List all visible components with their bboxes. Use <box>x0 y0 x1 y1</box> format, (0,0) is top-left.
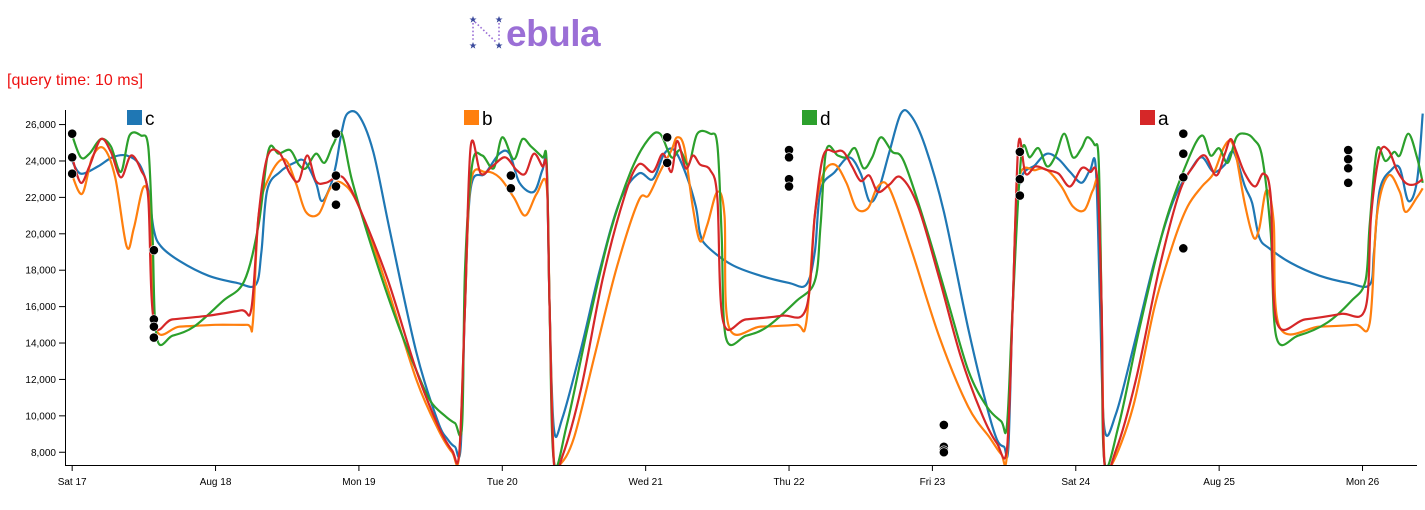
data-marker-25 <box>1014 190 1025 201</box>
query-time-label: [query time: 10 ms] <box>7 72 144 89</box>
x-tick-label-8: Aug 25 <box>1203 477 1235 488</box>
legend-label-a: a <box>1158 109 1169 130</box>
x-tick-label-9: Mon 26 <box>1346 477 1380 488</box>
series-line-b <box>71 136 1424 465</box>
x-tick-label-0: Sat 17 <box>58 477 87 488</box>
data-marker-11 <box>505 170 516 181</box>
data-marker-32 <box>1343 163 1354 174</box>
legend-swatch-a <box>1140 110 1155 125</box>
data-marker-3 <box>148 245 159 256</box>
data-marker-7 <box>331 128 341 139</box>
data-marker-14 <box>662 157 673 168</box>
y-tick-label-24000: 24,000 <box>25 156 56 167</box>
y-tick-label-22000: 22,000 <box>25 193 56 204</box>
data-marker-28 <box>1178 172 1189 183</box>
x-tick-label-4: Wed 21 <box>629 477 664 488</box>
y-tick-label-20000: 20,000 <box>25 229 56 240</box>
y-tick-label-8000: 8,000 <box>31 448 56 459</box>
data-marker-12 <box>505 183 516 194</box>
data-marker-23 <box>1014 146 1025 157</box>
data-marker-6 <box>148 332 159 343</box>
legend-swatch-b <box>464 110 479 125</box>
x-tick-label-5: Thu 22 <box>773 477 805 488</box>
data-marker-0 <box>67 128 78 139</box>
y-tick-label-26000: 26,000 <box>25 120 56 131</box>
data-marker-22 <box>938 447 949 458</box>
x-tick-label-3: Tue 20 <box>487 477 518 488</box>
y-tick-label-16000: 16,000 <box>25 302 56 313</box>
legend-swatch-d <box>802 110 817 125</box>
y-tick-label-18000: 18,000 <box>25 266 56 277</box>
legend-label-d: d <box>820 109 831 130</box>
y-tick-label-10000: 10,000 <box>25 411 56 422</box>
y-axis: 8,000 10,000 12,000 14,000 16,000 18,000 20,00… <box>25 110 66 466</box>
data-marker-31 <box>1343 154 1354 165</box>
nebula-logo-text: ebula <box>506 12 601 54</box>
data-marker-26 <box>1178 128 1189 139</box>
data-marker-9 <box>331 181 341 192</box>
data-marker-30 <box>1343 145 1354 155</box>
data-marker-10 <box>331 199 341 210</box>
legend-swatch-c <box>127 110 142 125</box>
data-marker-29 <box>1178 243 1189 254</box>
data-marker-24 <box>1014 174 1025 185</box>
y-tick-label-14000: 14,000 <box>25 339 56 350</box>
data-marker-27 <box>1178 148 1189 159</box>
legend-label-b: b <box>482 109 493 130</box>
data-marker-19 <box>938 420 949 430</box>
series-line-a <box>71 137 1424 465</box>
series-line-d <box>71 129 1424 465</box>
x-tick-label-6: Fri 23 <box>920 477 946 488</box>
data-marker-18 <box>784 181 794 192</box>
data-marker-2 <box>67 168 78 179</box>
data-marker-16 <box>784 152 794 163</box>
data-marker-8 <box>331 170 341 181</box>
data-marker-13 <box>662 132 673 143</box>
nebula-logo: ebula <box>469 12 601 54</box>
x-axis: Sat 17 Aug 18 Mon 19 Tue 20 Wed 21 Thu 22 Fri … <box>58 465 1417 488</box>
x-tick-label-7: Sat 24 <box>1061 477 1090 488</box>
data-marker-1 <box>67 152 78 163</box>
nebula-logo-stars-icon <box>469 16 503 49</box>
x-tick-label-1: Aug 18 <box>200 477 232 488</box>
y-tick-label-12000: 12,000 <box>25 375 56 386</box>
data-marker-33 <box>1343 177 1354 188</box>
data-marker-5 <box>148 321 159 332</box>
legend-label-c: c <box>145 109 155 130</box>
chart-markers-group <box>67 128 1354 458</box>
series-line-c <box>71 109 1424 459</box>
x-tick-label-2: Mon 19 <box>342 477 376 488</box>
chart-series-group <box>71 109 1424 465</box>
